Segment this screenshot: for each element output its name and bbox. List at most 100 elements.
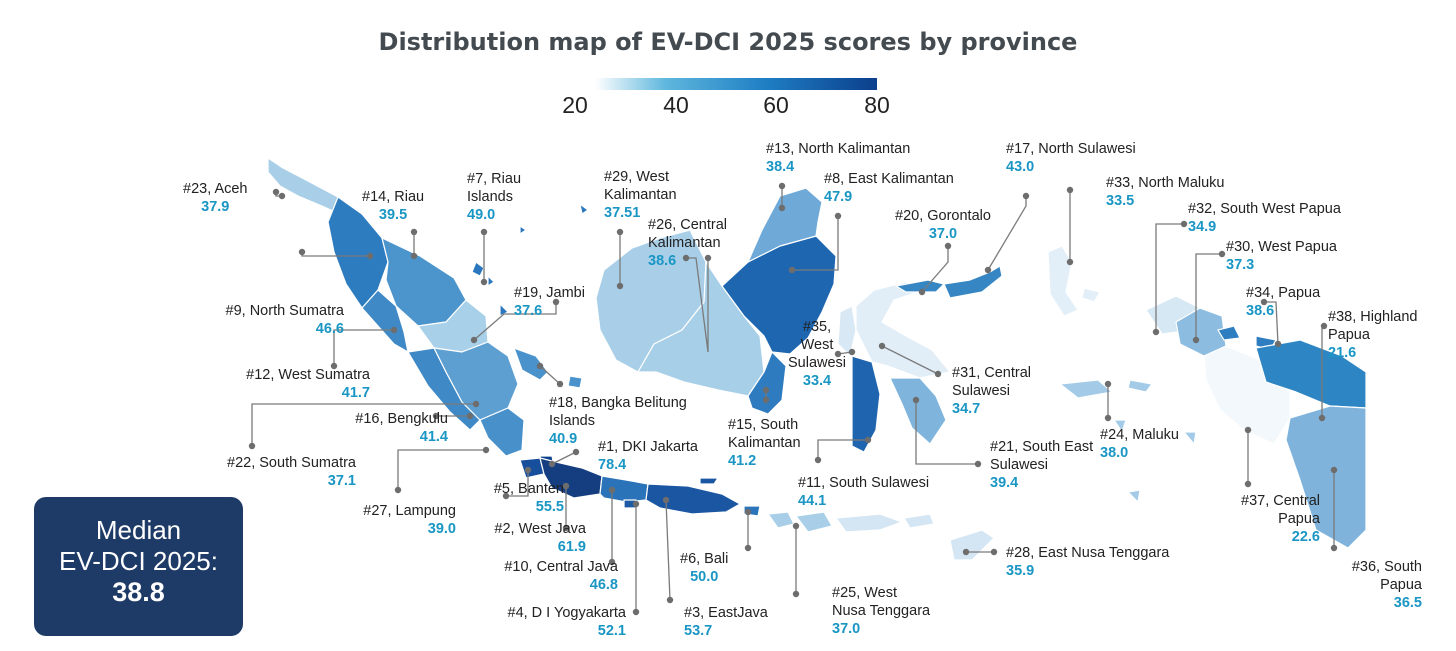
label-dot-yogyakarta: [632, 608, 640, 616]
leader-line-east-kalimantan: [792, 216, 839, 271]
province-name: #23, Aceh: [183, 181, 248, 197]
label-west-kalimantan: #29, West Kalimantan 37.51: [604, 168, 677, 222]
province-score: 41.4: [419, 429, 448, 445]
label-east-java: #3, EastJava 53.7: [684, 604, 768, 640]
label-bali: #6, Bali 50.0: [680, 550, 728, 586]
label-dot-dki-jakarta: [572, 448, 580, 456]
label-dot-papua: [1260, 298, 1268, 306]
leader-dot-south-west-papua: [1152, 328, 1160, 336]
province-name: #34, Papua: [1246, 285, 1321, 301]
province-name: #32, South West Papua: [1188, 201, 1341, 217]
province-score: 36.5: [1393, 595, 1422, 611]
label-dot-south-west-papua: [1180, 220, 1188, 228]
province-score: 37.9: [201, 199, 230, 215]
province-east-nusa-tenggara-part-2: [949, 529, 995, 561]
province-name: #12, West Sumatra: [246, 367, 370, 383]
province-west-sumatra: [361, 289, 409, 353]
label-dot-north-maluku: [1066, 186, 1074, 194]
leader-line-bangka-belitung: [539, 365, 561, 385]
label-dot-riau: [410, 228, 418, 236]
leader-line-north-sulawesi: [987, 196, 1027, 271]
leader-dot-gorontalo: [918, 288, 926, 296]
label-dki-jakarta: #1, DKI Jakarta 78.4: [598, 438, 698, 474]
province-south-east-sulawesi: [889, 377, 947, 445]
province-score: 49.0: [467, 207, 496, 223]
province-score: 78.4: [598, 457, 627, 473]
label-west-java: #2, West Java 61.9: [494, 520, 586, 556]
province-score: 37.1: [327, 473, 356, 489]
label-aceh: #23, Aceh 37.9: [183, 180, 248, 216]
leader-dot-south-sumatra: [472, 400, 480, 408]
leader-line-lampung: [397, 449, 486, 490]
province-score: 39.0: [427, 521, 456, 537]
label-dot-bangka-belitung: [556, 380, 564, 388]
province-riau-islands-part-1: [487, 275, 495, 287]
leader-line-south-east-sulawesi: [915, 400, 978, 465]
leader-dot-lampung: [482, 446, 490, 454]
province-name: #10, Central Java: [504, 559, 618, 575]
province-name: #14, Riau: [362, 189, 425, 205]
province-score: 22.6: [1291, 529, 1320, 545]
leader-dot-south-sulawesi: [864, 436, 872, 444]
province-score: 47.9: [824, 189, 853, 205]
province-name: #2, West Java: [494, 521, 586, 537]
province-maluku: [1059, 379, 1113, 399]
leader-dot-east-nusa-tenggara: [962, 548, 970, 556]
province-name: #11, South Sulawesi: [798, 475, 930, 491]
leader-dot-west-java: [562, 482, 570, 490]
province-south-sumatra: [433, 341, 519, 421]
province-name: #24, Maluku: [1100, 427, 1179, 443]
label-east-nusa-tenggara: #28, East Nusa Tenggara 35.9: [1006, 544, 1169, 580]
leader-dot-yogyakarta: [632, 500, 640, 508]
label-west-papua: #30, West Papua 37.3: [1226, 238, 1337, 274]
label-dot-east-nusa-tenggara: [990, 548, 998, 556]
province-riau-islands-part-3: [519, 225, 527, 235]
label-north-sulawesi: #17, North Sulawesi 43.0: [1006, 140, 1136, 176]
label-west-sumatra: #12, West Sumatra 41.7: [246, 366, 370, 402]
province-east-java: [645, 483, 741, 515]
leader-dot-banten: [524, 466, 532, 474]
province-east-nusa-tenggara: [835, 513, 903, 533]
label-dot-jambi: [552, 298, 560, 306]
province-name: #16, Bengkulu: [355, 411, 448, 427]
label-dot-banten: [502, 492, 510, 500]
leader-line-south-west-papua: [1155, 223, 1184, 332]
leader-dot-dki-jakarta: [548, 460, 556, 468]
province-score: 21.6: [1328, 345, 1357, 361]
label-east-kalimantan: #8, East Kalimantan 47.9: [824, 170, 954, 206]
province-north-maluku: [1047, 245, 1079, 317]
leader-dot-north-sumatra: [366, 252, 374, 260]
label-dot-central-kalimantan: [704, 254, 712, 262]
province-score: 33.4: [802, 373, 832, 389]
leader-line-central-sulawesi: [881, 345, 939, 375]
province-score: 41.7: [341, 385, 370, 401]
leader-dot-south-east-sulawesi: [912, 396, 920, 404]
median-box: Median EV-DCI 2025: 38.8: [34, 497, 243, 636]
label-maluku: #24, Maluku 38.0: [1100, 426, 1179, 462]
label-dot-central-java: [608, 558, 616, 566]
province-north-maluku-part-1: [1081, 287, 1101, 303]
leader-line-west-papua: [1195, 253, 1222, 340]
label-dot-south-sulawesi: [814, 456, 822, 464]
province-name: #28, East Nusa Tenggara: [1006, 545, 1170, 561]
label-gorontalo: #20, Gorontalo 37.0: [895, 207, 991, 243]
label-dot-aceh: [272, 188, 280, 196]
province-east-java-part-1: [699, 477, 719, 485]
label-dot-north-kalimantan: [778, 182, 786, 190]
province-score: 37.0: [928, 226, 958, 242]
province-name: #19, Jambi: [514, 285, 585, 301]
leader-dot-west-nusa-tenggara: [792, 522, 800, 530]
label-central-papua: #37, Central Papua 22.6: [1241, 492, 1320, 546]
province-score: 34.9: [1188, 219, 1217, 235]
label-lampung: #27, Lampung 39.0: [363, 502, 456, 538]
label-dot-west-sulawesi: [834, 350, 842, 358]
label-south-papua: #36, South Papua 36.5: [1352, 558, 1422, 612]
province-score: 38.0: [1100, 445, 1129, 461]
province-score: 53.7: [684, 623, 713, 639]
province-north-kalimantan: [747, 187, 823, 263]
leader-dot-north-maluku: [1066, 258, 1074, 266]
leader-dot-maluku: [1104, 380, 1112, 388]
province-name: #3, EastJava: [684, 605, 768, 621]
province-name: #13, North Kalimantan: [766, 141, 911, 157]
label-jambi: #19, Jambi 37.6: [514, 284, 585, 320]
